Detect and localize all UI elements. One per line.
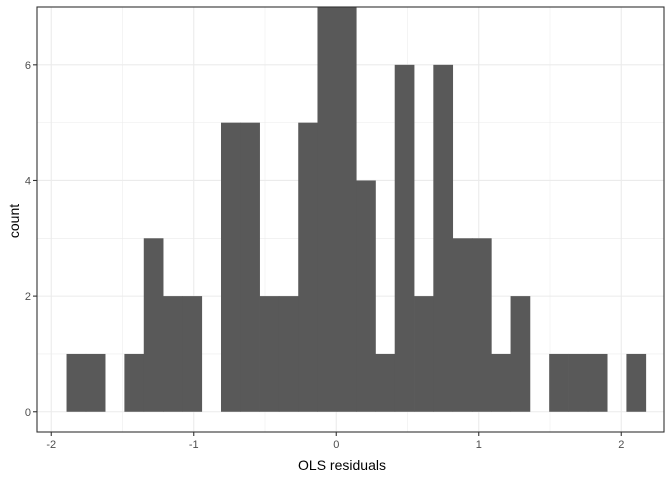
- histogram-bar: [317, 7, 338, 412]
- panel-border: [36, 6, 665, 433]
- histogram-bar: [587, 353, 608, 412]
- y-tick-label: 2: [25, 291, 31, 303]
- histogram-bar: [240, 122, 260, 412]
- x-tick-label: -2: [46, 439, 56, 451]
- histogram-bar: [414, 296, 434, 412]
- histogram-bar: [259, 296, 280, 412]
- histogram-bar: [510, 296, 531, 412]
- x-tick-label: -1: [189, 439, 199, 451]
- histogram-bar: [549, 353, 569, 412]
- x-tick-label: 1: [476, 439, 482, 451]
- histogram-bar: [182, 296, 203, 412]
- histogram-bar: [163, 296, 183, 412]
- histogram-bar: [471, 238, 492, 412]
- y-tick-label: 6: [25, 60, 31, 72]
- x-axis-title: OLS residuals: [298, 457, 386, 473]
- histogram-bars: [66, 7, 647, 412]
- histogram-bar: [568, 353, 589, 412]
- histogram-bar: [298, 122, 318, 412]
- histogram-bar: [85, 353, 106, 412]
- x-tick-label: 0: [333, 439, 339, 451]
- y-tick-label: 0: [25, 407, 31, 419]
- x-tick-label: 2: [618, 439, 624, 451]
- axis-ticks: [33, 64, 622, 436]
- histogram-bar: [394, 64, 415, 412]
- histogram-bar: [626, 353, 647, 412]
- histogram-bar: [124, 353, 145, 412]
- histogram-bar: [66, 353, 87, 412]
- histogram-bar: [491, 353, 512, 412]
- histogram-bar: [143, 238, 164, 412]
- histogram-bar: [452, 238, 473, 412]
- y-tick-label: 4: [25, 175, 31, 187]
- histogram-bar: [336, 7, 357, 412]
- histogram-bar: [278, 296, 299, 412]
- histogram-bar: [356, 180, 376, 412]
- histogram-bar: [221, 122, 241, 412]
- histogram-bar: [433, 64, 454, 412]
- histogram-bar: [375, 353, 396, 412]
- y-axis-title: count: [6, 204, 22, 238]
- tick-labels: -2 -1 0 1 2 0 2 4 6: [25, 60, 624, 451]
